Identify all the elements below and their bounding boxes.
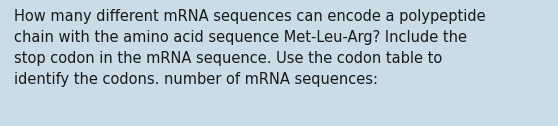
Text: How many different mRNA sequences can encode a polypeptide
chain with the amino : How many different mRNA sequences can en… [14,9,485,87]
